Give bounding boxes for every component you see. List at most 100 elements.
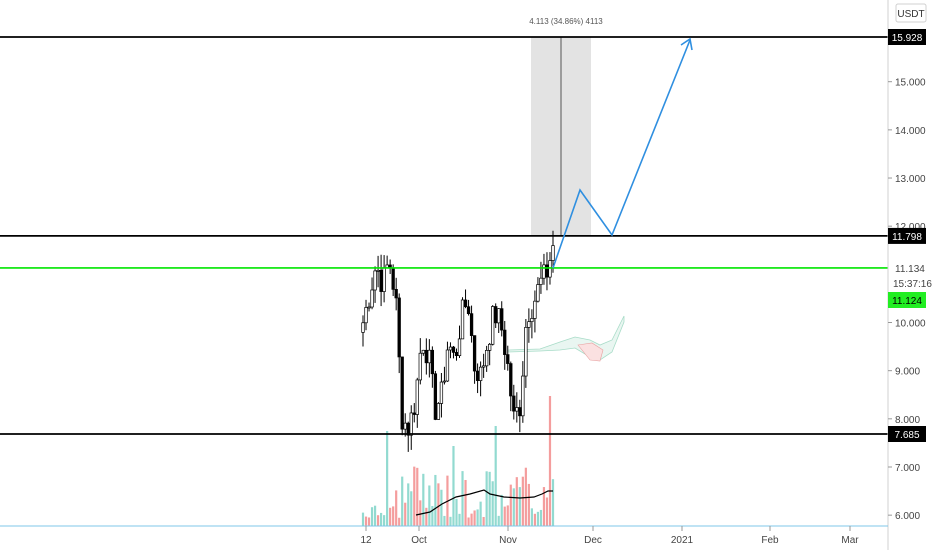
candle-body — [382, 267, 386, 292]
candle-body — [515, 407, 519, 412]
currency-label: USDT — [897, 9, 924, 20]
volume-bar — [464, 480, 467, 526]
candle-body — [433, 373, 438, 420]
volume-bar — [533, 513, 537, 526]
candle-body — [497, 308, 501, 324]
volume-bar — [364, 516, 368, 526]
candle-body — [445, 349, 450, 382]
volume-bar — [521, 476, 524, 526]
volume-bar — [500, 494, 503, 526]
volume-bar — [376, 515, 380, 526]
candle-body — [448, 346, 453, 351]
volume-ma-line — [415, 489, 553, 516]
candle-body — [367, 306, 371, 309]
bar-countdown: 15:37:16 — [893, 279, 932, 290]
measure-label: 4.113 (34.86%) 4113 — [529, 17, 603, 26]
volume-bar — [473, 510, 476, 526]
cloud-layer — [507, 315, 625, 362]
price-tick-label: 9.000 — [895, 367, 920, 378]
price-axis[interactable]: USDT 6.000 7.000 8.000 9.000 10.000 12.000 13.… — [887, 0, 932, 550]
candle-body — [400, 356, 404, 430]
candle-body — [536, 284, 540, 302]
candle-body — [518, 407, 522, 417]
candle-body — [539, 277, 543, 285]
candle-body — [376, 269, 380, 272]
volume-bar — [551, 479, 555, 526]
volume-bar — [542, 487, 546, 526]
volume-bar — [389, 507, 392, 526]
price-level-tag-label: 15.928 — [892, 33, 923, 44]
candle-body — [530, 318, 534, 323]
volume-bar — [449, 516, 452, 526]
time-axis[interactable]: 12 Oct Nov Dec 2021 Feb Mar — [0, 525, 888, 546]
currency-badge[interactable] — [895, 3, 927, 23]
candle-body — [545, 264, 549, 278]
time-tick-label: Nov — [499, 535, 517, 546]
candle-body — [421, 349, 425, 354]
candle-body — [509, 363, 513, 397]
volume-bar — [434, 474, 437, 526]
volume-bar — [361, 512, 365, 526]
candle-body — [436, 403, 441, 420]
volume-bar — [386, 431, 389, 526]
volume-bar — [455, 498, 458, 526]
projection-path[interactable] — [552, 39, 691, 269]
candle-body — [524, 327, 528, 377]
volume-bar — [419, 500, 422, 526]
price-level-tag — [888, 227, 926, 244]
time-tick-label: Feb — [761, 535, 779, 546]
candle-body — [364, 307, 368, 324]
volume-bar — [491, 481, 494, 526]
volume-bar — [425, 507, 428, 526]
candle-body — [415, 379, 419, 415]
candle-body — [512, 395, 516, 412]
volume-bar — [428, 485, 431, 526]
time-tick-label: Oct — [411, 535, 427, 546]
candle-body — [527, 321, 531, 328]
price-tick-label: 10.000 — [895, 319, 926, 330]
candle-body — [424, 349, 428, 364]
volume-bar — [488, 471, 491, 526]
candle-layer — [361, 230, 555, 452]
candle-body — [451, 346, 456, 353]
volume-bar — [497, 515, 500, 526]
volume-bar — [410, 491, 413, 526]
candle-body — [475, 370, 480, 381]
price-tick-label: 8.000 — [895, 415, 920, 426]
volume-bar — [461, 471, 464, 526]
candle-body — [478, 366, 483, 381]
candle-body — [391, 267, 395, 290]
candle-body — [469, 313, 474, 336]
volume-bar — [515, 477, 518, 526]
price-level-label: 11.134 — [895, 264, 925, 275]
candle-body — [542, 264, 546, 279]
price-tick-label: 15.000 — [895, 78, 926, 89]
volume-bar — [530, 508, 533, 526]
price-tick-label: 6.000 — [895, 511, 920, 522]
candle-body — [460, 299, 465, 340]
candle-body — [418, 352, 422, 381]
volume-bar — [416, 467, 419, 526]
candle-body — [463, 299, 468, 308]
cloud-bear-area — [577, 342, 604, 362]
price-level-tag — [888, 426, 926, 442]
volume-bar — [431, 505, 434, 526]
projection-arrowhead — [680, 37, 693, 51]
candle-body — [481, 365, 486, 368]
candle-body — [439, 381, 444, 404]
volume-bar — [370, 507, 374, 526]
volume-bar — [518, 487, 521, 526]
candle-body — [494, 306, 498, 324]
volume-bar — [545, 497, 549, 526]
time-tick-label: Mar — [841, 535, 859, 546]
volume-bar — [524, 467, 527, 526]
time-tick-label: Dec — [584, 535, 602, 546]
volume-bar — [470, 513, 473, 526]
time-tick-label: 2021 — [671, 535, 694, 546]
price-level-tag-label: 11.798 — [892, 232, 922, 243]
candle-body — [491, 306, 495, 345]
volume-bar — [407, 483, 410, 526]
projection-layer — [552, 37, 693, 269]
